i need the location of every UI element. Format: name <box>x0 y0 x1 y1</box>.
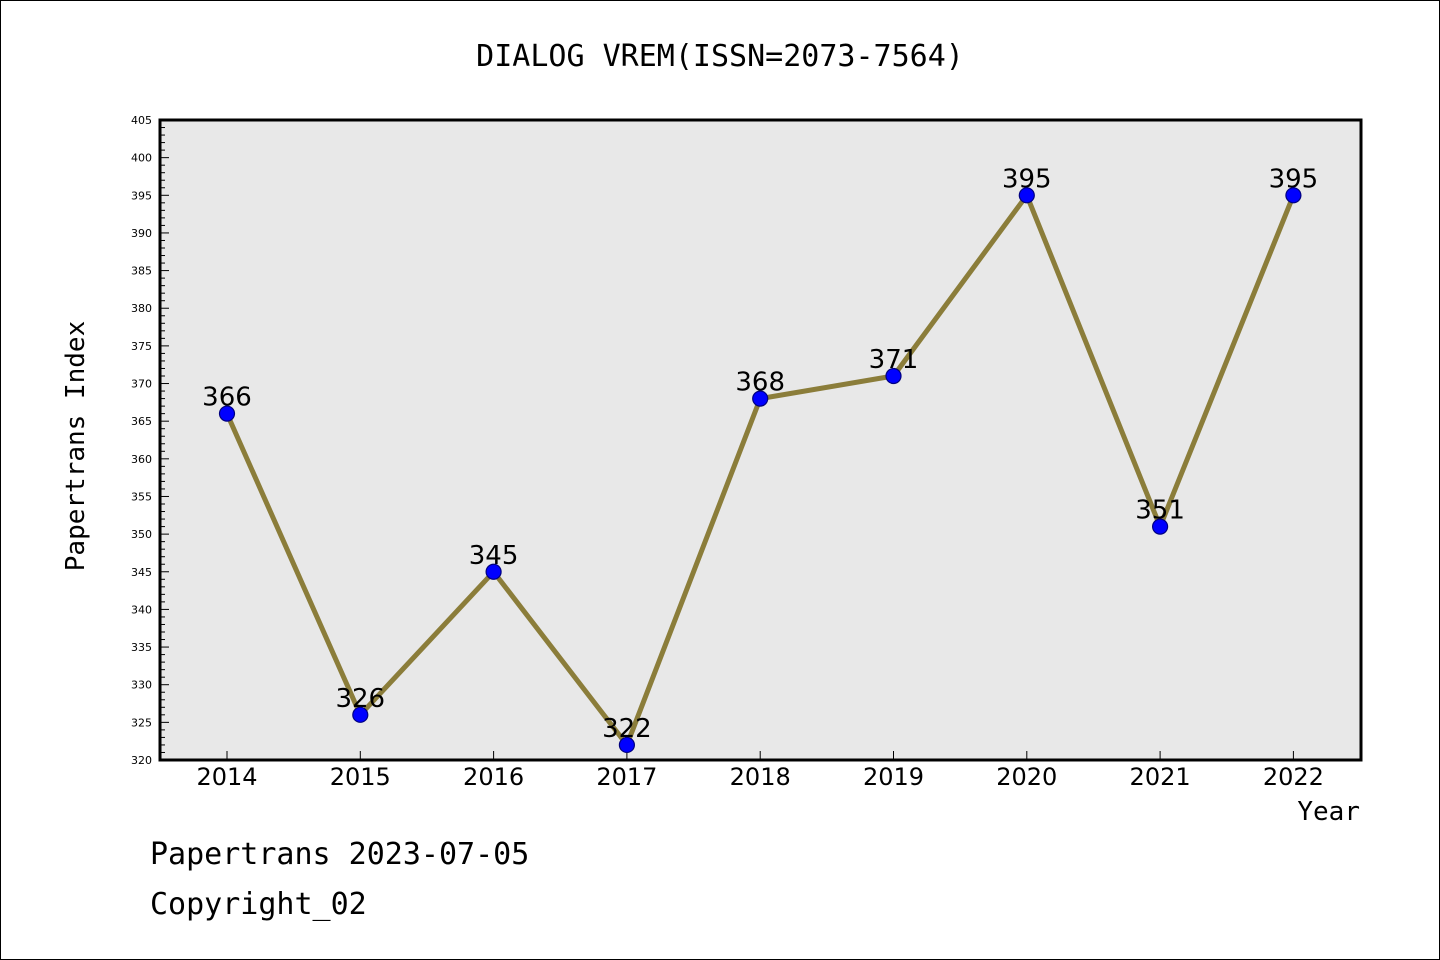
y-tick-label: 390 <box>131 227 152 240</box>
x-tick-label: 2022 <box>1263 763 1324 791</box>
x-tick-label: 2018 <box>730 763 791 791</box>
data-point <box>1018 187 1035 204</box>
y-tick-label: 385 <box>131 265 152 278</box>
y-tick-label: 360 <box>131 453 152 466</box>
x-axis-label: Year <box>1297 797 1360 827</box>
y-tick-label: 365 <box>131 415 152 428</box>
y-tick-label: 340 <box>131 603 152 616</box>
y-tick-label: 325 <box>131 716 152 729</box>
y-tick-label: 395 <box>131 189 152 202</box>
x-tick-label: 2020 <box>996 763 1057 791</box>
data-point <box>618 736 636 754</box>
y-tick-label: 400 <box>131 152 152 165</box>
y-axis-label: Papertrans Index <box>61 321 91 571</box>
x-tick-label: 2015 <box>330 763 391 791</box>
x-tick-label: 2016 <box>463 763 524 791</box>
x-tick-label: 2017 <box>596 763 657 791</box>
y-tick-label: 345 <box>131 566 152 579</box>
x-tick-label: 2021 <box>1130 763 1191 791</box>
y-tick-label: 370 <box>131 378 152 391</box>
y-axis-tick-labels: 320 325 330 335 340 345 350 355 360 365 370 375 380 3… <box>131 114 152 767</box>
x-axis-tick-labels: 2014 2015 2016 2017 2018 2019 2020 2021 2022 <box>196 763 1323 791</box>
x-tick-label: 2019 <box>863 763 924 791</box>
y-tick-label: 320 <box>131 754 152 767</box>
data-points <box>218 187 1302 754</box>
plot-area <box>160 120 1361 760</box>
data-point <box>885 367 902 385</box>
data-point <box>218 405 236 422</box>
data-point <box>485 563 502 580</box>
data-point <box>1285 187 1302 204</box>
y-tick-label: 330 <box>131 679 152 692</box>
x-tick-label: 2014 <box>196 763 257 791</box>
y-tick-label: 350 <box>131 528 152 541</box>
y-tick-label: 355 <box>131 490 152 503</box>
y-tick-label: 405 <box>131 114 152 127</box>
y-tick-label: 380 <box>131 302 152 315</box>
footer-date: Papertrans 2023-07-05 <box>150 837 529 872</box>
y-tick-label: 375 <box>131 340 152 353</box>
chart-title: DIALOG VREM(ISSN=2073-7564) <box>476 39 964 74</box>
data-point <box>752 390 769 407</box>
y-tick-label: 335 <box>131 641 152 654</box>
data-point <box>352 706 369 723</box>
footer-copyright: Copyright_02 <box>150 887 367 922</box>
plot-frame <box>158 118 1363 762</box>
data-point <box>1151 518 1169 535</box>
